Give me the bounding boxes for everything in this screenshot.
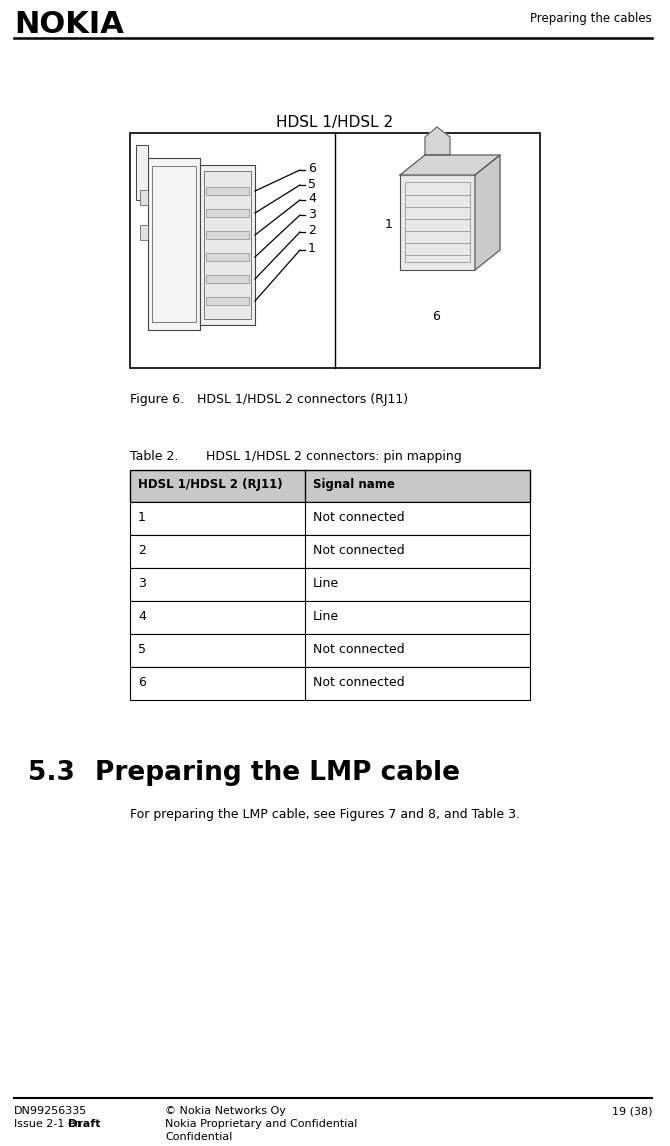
Text: Line: Line <box>313 576 339 590</box>
Text: 6: 6 <box>432 311 440 323</box>
Text: Table 2.: Table 2. <box>130 450 178 463</box>
Bar <box>405 182 470 262</box>
Text: NOKIA: NOKIA <box>14 10 124 39</box>
Text: HDSL 1/HDSL 2 connectors: pin mapping: HDSL 1/HDSL 2 connectors: pin mapping <box>182 450 462 463</box>
Bar <box>200 165 255 325</box>
Text: HDSL 1/HDSL 2: HDSL 1/HDSL 2 <box>277 115 393 129</box>
Text: 4: 4 <box>138 610 146 623</box>
Text: 2: 2 <box>138 544 146 557</box>
Bar <box>130 470 530 502</box>
Bar <box>130 634 530 667</box>
Bar <box>204 171 251 319</box>
Bar <box>206 209 249 217</box>
Text: 6: 6 <box>138 676 146 689</box>
Bar <box>206 275 249 283</box>
Text: 5: 5 <box>308 178 316 190</box>
Text: Line: Line <box>313 610 339 623</box>
Text: 1: 1 <box>138 511 146 524</box>
Text: 19 (38): 19 (38) <box>612 1106 652 1116</box>
Bar <box>130 502 530 535</box>
Text: 5.3: 5.3 <box>28 760 75 786</box>
Bar <box>206 231 249 240</box>
Text: 1: 1 <box>308 243 316 256</box>
Bar <box>130 133 540 368</box>
Text: 4: 4 <box>308 193 316 205</box>
Text: Draft: Draft <box>68 1118 100 1129</box>
Bar <box>206 297 249 305</box>
Text: 5: 5 <box>138 643 146 656</box>
Text: 2: 2 <box>308 225 316 237</box>
Text: Not connected: Not connected <box>313 511 405 524</box>
Text: 3: 3 <box>138 576 146 590</box>
Text: Issue 2-1 en: Issue 2-1 en <box>14 1118 85 1129</box>
Bar <box>136 146 148 201</box>
Bar <box>140 190 148 205</box>
Bar <box>152 166 196 322</box>
Text: For preparing the LMP cable, see Figures 7 and 8, and Table 3.: For preparing the LMP cable, see Figures… <box>130 808 520 821</box>
Text: Confidential: Confidential <box>165 1132 232 1143</box>
Polygon shape <box>475 155 500 270</box>
Text: Not connected: Not connected <box>313 643 405 656</box>
Text: © Nokia Networks Oy: © Nokia Networks Oy <box>165 1106 286 1116</box>
Bar <box>206 253 249 261</box>
Text: HDSL 1/HDSL 2 (RJ11): HDSL 1/HDSL 2 (RJ11) <box>138 478 283 490</box>
Text: 3: 3 <box>308 207 316 220</box>
Text: Not connected: Not connected <box>313 676 405 689</box>
Polygon shape <box>400 155 500 175</box>
Text: HDSL 1/HDSL 2 connectors (RJ11): HDSL 1/HDSL 2 connectors (RJ11) <box>185 393 408 406</box>
Bar <box>130 667 530 700</box>
Bar <box>148 158 200 330</box>
Text: Preparing the cables: Preparing the cables <box>530 11 652 25</box>
Text: DN99256335: DN99256335 <box>14 1106 87 1116</box>
Bar <box>130 535 530 568</box>
Text: Preparing the LMP cable: Preparing the LMP cable <box>95 760 460 786</box>
Text: Not connected: Not connected <box>313 544 405 557</box>
Text: Nokia Proprietary and Confidential: Nokia Proprietary and Confidential <box>165 1118 357 1129</box>
Bar <box>206 187 249 195</box>
Text: 6: 6 <box>308 163 316 175</box>
Bar <box>140 225 148 240</box>
Bar <box>130 601 530 634</box>
Text: Signal name: Signal name <box>313 478 395 490</box>
Text: 1: 1 <box>385 219 393 231</box>
Bar <box>400 175 475 270</box>
Text: Figure 6.: Figure 6. <box>130 393 184 406</box>
Polygon shape <box>425 127 450 155</box>
Bar <box>130 568 530 601</box>
